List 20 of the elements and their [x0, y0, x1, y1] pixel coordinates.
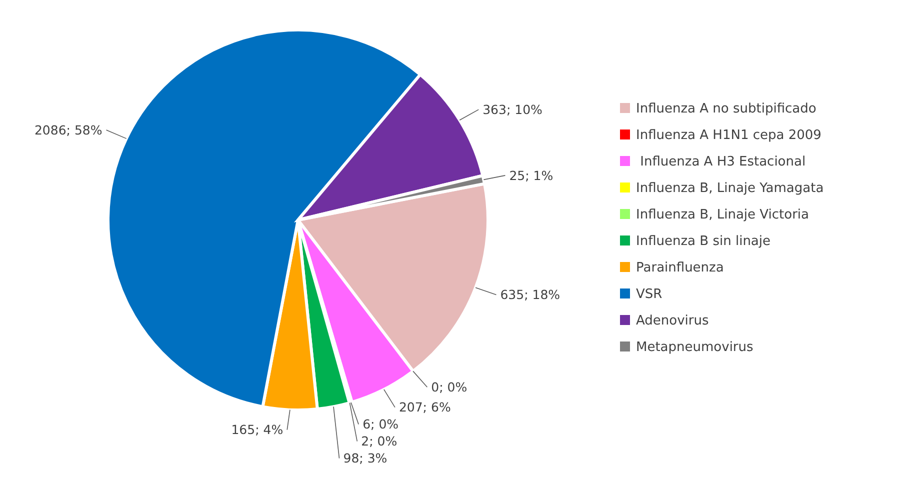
data-label: 165; 4%	[231, 422, 284, 438]
legend-label: Influenza A H3 Estacional	[636, 154, 806, 170]
legend-label: Parainfluenza	[636, 260, 724, 276]
data-label: 207; 6%	[398, 400, 451, 415]
data-label: 6; 0%	[362, 416, 399, 432]
data-label: 635; 18%	[500, 287, 560, 302]
legend-label: Influenza B sin linaje	[636, 234, 771, 250]
legend-label: VSR	[636, 287, 662, 302]
data-label: 25; 1%	[509, 168, 554, 183]
data-label: 2; 0%	[361, 434, 398, 449]
legend-label: Metapneumovirus	[636, 340, 754, 356]
legend-label: Adenovirus	[636, 314, 709, 329]
legend-label: Influenza A H1N1 cepa 2009	[636, 128, 822, 144]
data-label: 2086; 58%	[34, 122, 102, 138]
data-label: 98; 3%	[343, 450, 388, 466]
text: 0; 0%	[431, 379, 468, 394]
legend-label: Influenza A no subtipificado	[636, 102, 816, 117]
data-label: 363; 10%	[482, 102, 543, 117]
legend-label: Influenza B, Linaje Victoria	[636, 208, 809, 223]
legend-label: Influenza B, Linaje Yamagata	[636, 181, 824, 196]
